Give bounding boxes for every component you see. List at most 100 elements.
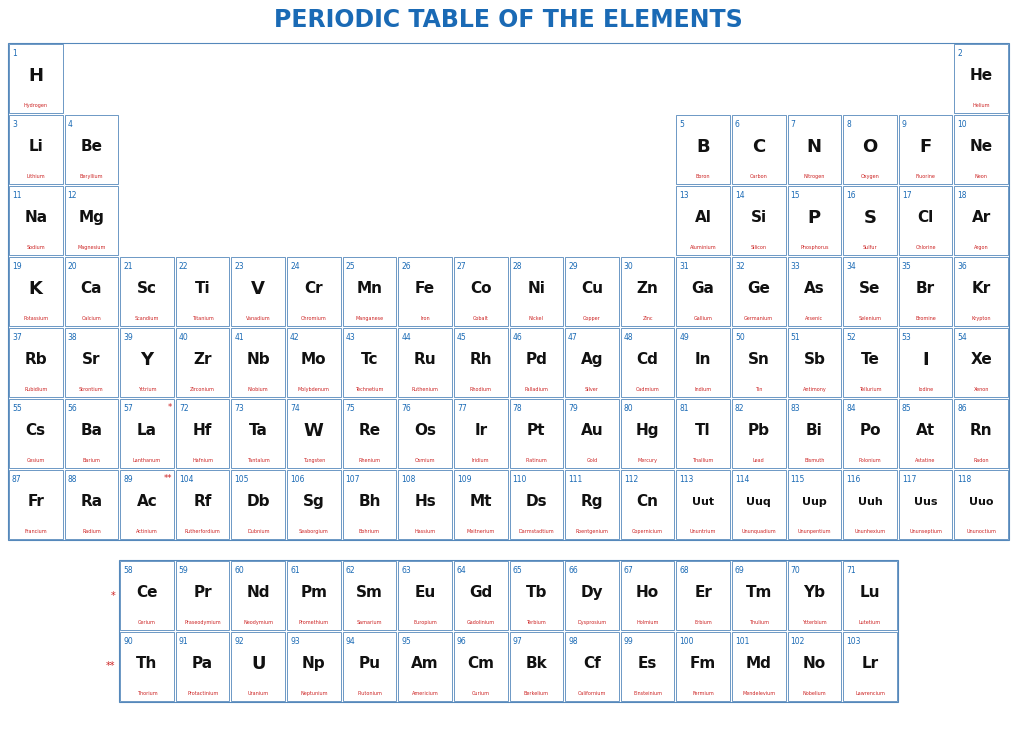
Bar	[9, 115, 63, 184]
Text: Samarium: Samarium	[357, 620, 382, 625]
Text: As: As	[804, 281, 825, 296]
Text: 33: 33	[790, 262, 800, 271]
Text: Americium: Americium	[412, 691, 438, 696]
Bar	[787, 470, 841, 539]
Text: Ru: Ru	[414, 352, 436, 367]
Text: 50: 50	[735, 333, 744, 342]
Text: *: *	[111, 591, 115, 600]
Text: K: K	[28, 280, 43, 297]
Text: 15: 15	[790, 191, 800, 200]
Bar	[899, 470, 952, 539]
Bar	[732, 399, 785, 468]
Text: Boron: Boron	[696, 174, 711, 179]
Text: U: U	[251, 655, 265, 673]
Bar	[954, 257, 1008, 326]
Text: W: W	[304, 422, 323, 440]
Bar	[9, 44, 63, 113]
Text: 71: 71	[846, 566, 855, 575]
Text: 5: 5	[679, 120, 684, 129]
Bar	[843, 632, 897, 701]
Bar	[510, 470, 563, 539]
Text: Rn: Rn	[970, 423, 993, 438]
Text: Neodymium: Neodymium	[243, 620, 274, 625]
Text: 3: 3	[12, 120, 17, 129]
Text: 30: 30	[623, 262, 634, 271]
Bar	[954, 186, 1008, 255]
Text: 69: 69	[735, 566, 744, 575]
Bar	[732, 561, 785, 630]
Text: Ununtrium: Ununtrium	[690, 529, 716, 534]
Bar	[565, 257, 618, 326]
Text: 79: 79	[569, 404, 578, 413]
Text: 39: 39	[123, 333, 133, 342]
Text: Zr: Zr	[193, 352, 212, 367]
Bar	[287, 328, 341, 397]
Bar	[565, 561, 618, 630]
Text: Berkelium: Berkelium	[524, 691, 549, 696]
Bar	[399, 328, 452, 397]
Bar	[620, 470, 674, 539]
Text: Magnesium: Magnesium	[77, 245, 106, 250]
Text: Calcium: Calcium	[81, 316, 102, 321]
Bar	[343, 257, 397, 326]
Text: 75: 75	[346, 404, 355, 413]
Text: Darmstadtium: Darmstadtium	[519, 529, 554, 534]
Text: Iron: Iron	[420, 316, 430, 321]
Text: Ge: Ge	[747, 281, 770, 296]
Text: 70: 70	[790, 566, 800, 575]
Text: Strontium: Strontium	[79, 387, 104, 392]
Bar	[232, 561, 285, 630]
Text: 6: 6	[735, 120, 739, 129]
Bar	[843, 115, 897, 184]
Text: 102: 102	[790, 637, 804, 646]
Text: F: F	[919, 138, 932, 155]
Text: 29: 29	[569, 262, 578, 271]
Text: PERIODIC TABLE OF THE ELEMENTS: PERIODIC TABLE OF THE ELEMENTS	[275, 8, 742, 32]
Text: Ruthenium: Ruthenium	[412, 387, 438, 392]
Text: Ta: Ta	[249, 423, 267, 438]
Text: 44: 44	[402, 333, 411, 342]
Text: Selenium: Selenium	[858, 316, 882, 321]
Text: 85: 85	[902, 404, 911, 413]
Bar	[899, 115, 952, 184]
Text: Praseodymium: Praseodymium	[184, 620, 221, 625]
Text: Cl: Cl	[917, 210, 934, 225]
Text: Mo: Mo	[301, 352, 326, 367]
Text: Iridium: Iridium	[472, 458, 489, 463]
Bar	[343, 632, 397, 701]
Bar	[120, 399, 174, 468]
Text: Hs: Hs	[414, 494, 436, 509]
Text: 51: 51	[790, 333, 800, 342]
Bar	[120, 632, 174, 701]
Text: 52: 52	[846, 333, 855, 342]
Text: 18: 18	[957, 191, 967, 200]
Text: Argon: Argon	[974, 245, 989, 250]
Text: Fm: Fm	[690, 656, 716, 671]
Bar	[676, 115, 730, 184]
Text: 96: 96	[457, 637, 467, 646]
Text: Pt: Pt	[527, 423, 545, 438]
Bar	[787, 115, 841, 184]
Text: 86: 86	[957, 404, 967, 413]
Bar	[399, 257, 452, 326]
Text: 110: 110	[513, 475, 527, 484]
Text: 4: 4	[67, 120, 72, 129]
Text: 27: 27	[457, 262, 467, 271]
Text: Hassium: Hassium	[415, 529, 435, 534]
Bar	[787, 328, 841, 397]
Bar	[454, 399, 507, 468]
Text: Pu: Pu	[358, 656, 380, 671]
Text: Barium: Barium	[82, 458, 101, 463]
Text: Rb: Rb	[24, 352, 47, 367]
Text: Sodium: Sodium	[26, 245, 45, 250]
Text: 97: 97	[513, 637, 523, 646]
Text: H: H	[28, 67, 44, 84]
Text: Ne: Ne	[969, 139, 993, 154]
Text: Sr: Sr	[82, 352, 101, 367]
Bar	[343, 399, 397, 468]
Text: Kr: Kr	[971, 281, 991, 296]
Bar	[176, 632, 230, 701]
Text: 49: 49	[679, 333, 690, 342]
Text: Gd: Gd	[469, 585, 492, 600]
Bar	[954, 399, 1008, 468]
